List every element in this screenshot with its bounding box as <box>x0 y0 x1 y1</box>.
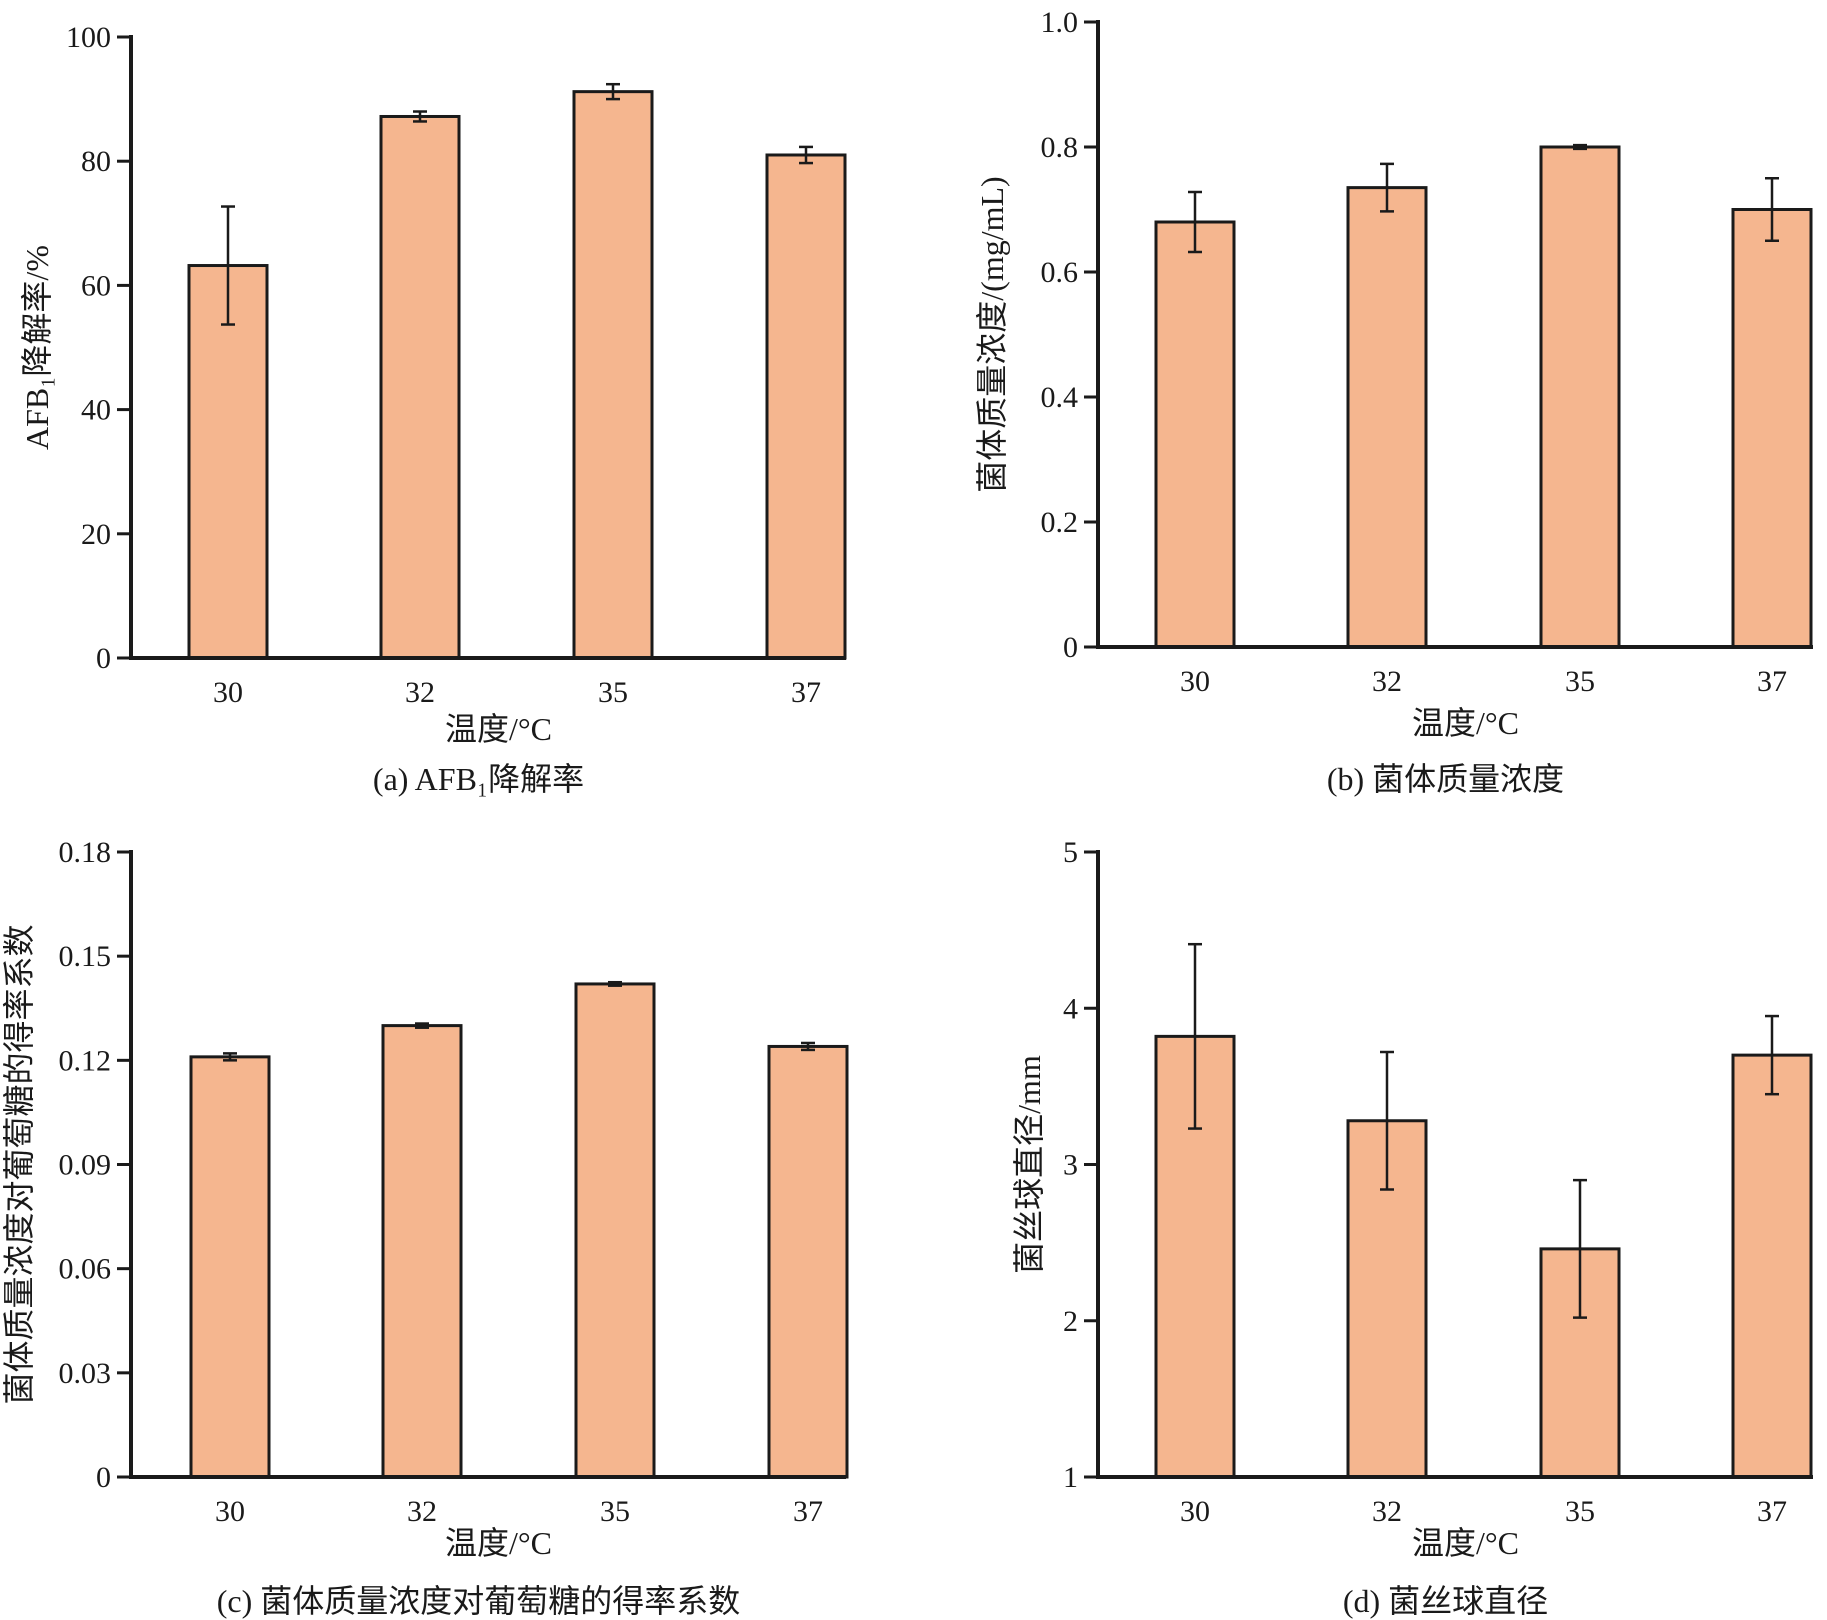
y-tick-label: 0.6 <box>1041 256 1079 289</box>
bar-30 <box>189 1055 271 1479</box>
y-tick-label: 4 <box>1063 992 1078 1025</box>
y-axis-label: AFB₁降解率/% <box>19 245 55 450</box>
y-axis-label: 菌体质量浓度/(mg/mL) <box>974 176 1010 492</box>
y-tick-label: 1 <box>1063 1461 1078 1494</box>
x-tick-label: 35 <box>600 1495 630 1528</box>
panel-d: 1 2 3 4 5 30 32 35 37 温度/°C 菌丝球直径/mm (d) 菌丝球直径 <box>1011 836 1813 1619</box>
error-bar-37 <box>799 145 813 165</box>
error-bar-37 <box>801 1041 815 1052</box>
y-tick-label: 3 <box>1063 1149 1078 1182</box>
error-bar-32 <box>413 110 427 123</box>
x-tick-label: 30 <box>1180 1495 1210 1528</box>
y-tick-label: 40 <box>81 394 111 427</box>
y-tick-label: 0.12 <box>59 1044 112 1077</box>
error-bar-32 <box>415 1022 429 1029</box>
x-tick-label: 30 <box>215 1495 245 1528</box>
x-tick-label: 32 <box>407 1495 437 1528</box>
bar-32 <box>381 1024 463 1479</box>
bar-30 <box>1154 220 1236 649</box>
x-tick-label: 32 <box>405 676 435 709</box>
y-tick-label: 5 <box>1063 836 1078 869</box>
bar-32 <box>1346 186 1428 649</box>
y-tick-label: 0.18 <box>59 836 112 869</box>
error-bar-30 <box>1188 942 1202 1130</box>
panel-caption: (a) AFB₁降解率 <box>373 761 584 797</box>
x-tick-label: 30 <box>1180 665 1210 698</box>
x-axis-label: 温度/°C <box>445 711 552 747</box>
bar-35 <box>1539 145 1621 649</box>
panel-a: 0 20 40 60 80 100 30 32 35 37 温度/°C AFB₁降解率/% (a) AF… <box>19 21 847 797</box>
y-tick-label: 0.09 <box>59 1149 112 1182</box>
panel-caption: (d) 菌丝球直径 <box>1343 1583 1548 1619</box>
error-bar-30 <box>1188 190 1202 254</box>
bar-37 <box>765 153 847 660</box>
x-tick-label: 35 <box>1565 665 1595 698</box>
error-bar-35 <box>1573 143 1587 151</box>
y-tick-label: 0.8 <box>1041 131 1079 164</box>
y-tick-label: 80 <box>81 145 111 178</box>
error-bar-30 <box>223 1052 237 1062</box>
y-tick-label: 0 <box>1063 631 1078 664</box>
error-bar-35 <box>1573 1178 1587 1319</box>
bar-37 <box>1731 1053 1813 1479</box>
x-tick-label: 30 <box>213 676 243 709</box>
x-tick-label: 35 <box>1565 1495 1595 1528</box>
y-tick-label: 1.0 <box>1041 6 1079 39</box>
x-axis-label: 温度/°C <box>1412 1525 1519 1561</box>
y-axis-label: 菌丝球直径/mm <box>1011 1055 1047 1274</box>
y-axis-label: 菌体质量浓度对葡萄糖的得率系数 <box>1 924 37 1404</box>
y-tick-label: 2 <box>1063 1305 1078 1338</box>
y-tick-label: 0 <box>96 1461 111 1494</box>
y-tick-label: 20 <box>81 518 111 551</box>
panel-caption: (b) 菌体质量浓度 <box>1327 761 1564 797</box>
x-tick-label: 37 <box>791 676 821 709</box>
x-tick-label: 37 <box>1757 665 1787 698</box>
y-tick-label: 0.15 <box>59 940 112 973</box>
x-axis-label: 温度/°C <box>1412 705 1519 741</box>
bar-37 <box>1731 208 1813 649</box>
y-tick-label: 0.03 <box>59 1357 112 1390</box>
x-tick-label: 37 <box>793 1495 823 1528</box>
error-bar-30 <box>221 205 235 326</box>
error-bar-35 <box>608 980 622 987</box>
x-axis-label: 温度/°C <box>445 1525 552 1561</box>
error-bar-32 <box>1380 162 1394 213</box>
bar-30 <box>187 264 269 660</box>
y-tick-label: 0.06 <box>59 1253 112 1286</box>
bar-32 <box>379 114 461 660</box>
y-tick-label: 0.4 <box>1041 381 1079 414</box>
x-tick-label: 32 <box>1372 1495 1402 1528</box>
panel-b: 0 0.2 0.4 0.6 0.8 1.0 30 32 35 37 温度/°C 菌体质量浓度/(mg/… <box>974 6 1813 797</box>
x-tick-label: 32 <box>1372 665 1402 698</box>
y-tick-label: 100 <box>66 21 111 54</box>
x-tick-label: 37 <box>1757 1495 1787 1528</box>
y-tick-label: 0 <box>96 642 111 675</box>
panel-caption: (c) 菌体质量浓度对葡萄糖的得率系数 <box>217 1583 741 1619</box>
error-bar-35 <box>606 82 620 101</box>
bar-35 <box>572 90 654 660</box>
y-tick-label: 0.2 <box>1041 506 1079 539</box>
x-tick-label: 35 <box>598 676 628 709</box>
bar-35 <box>574 982 656 1479</box>
error-bar-37 <box>1765 1014 1779 1096</box>
y-tick-label: 60 <box>81 269 111 302</box>
bar-37 <box>767 1044 849 1479</box>
panel-c: 0 0.03 0.06 0.09 0.12 0.15 0.18 30 32 35 37 温度/°C 菌体… <box>1 836 849 1619</box>
error-bar-32 <box>1380 1050 1394 1191</box>
error-bar-37 <box>1765 177 1779 242</box>
